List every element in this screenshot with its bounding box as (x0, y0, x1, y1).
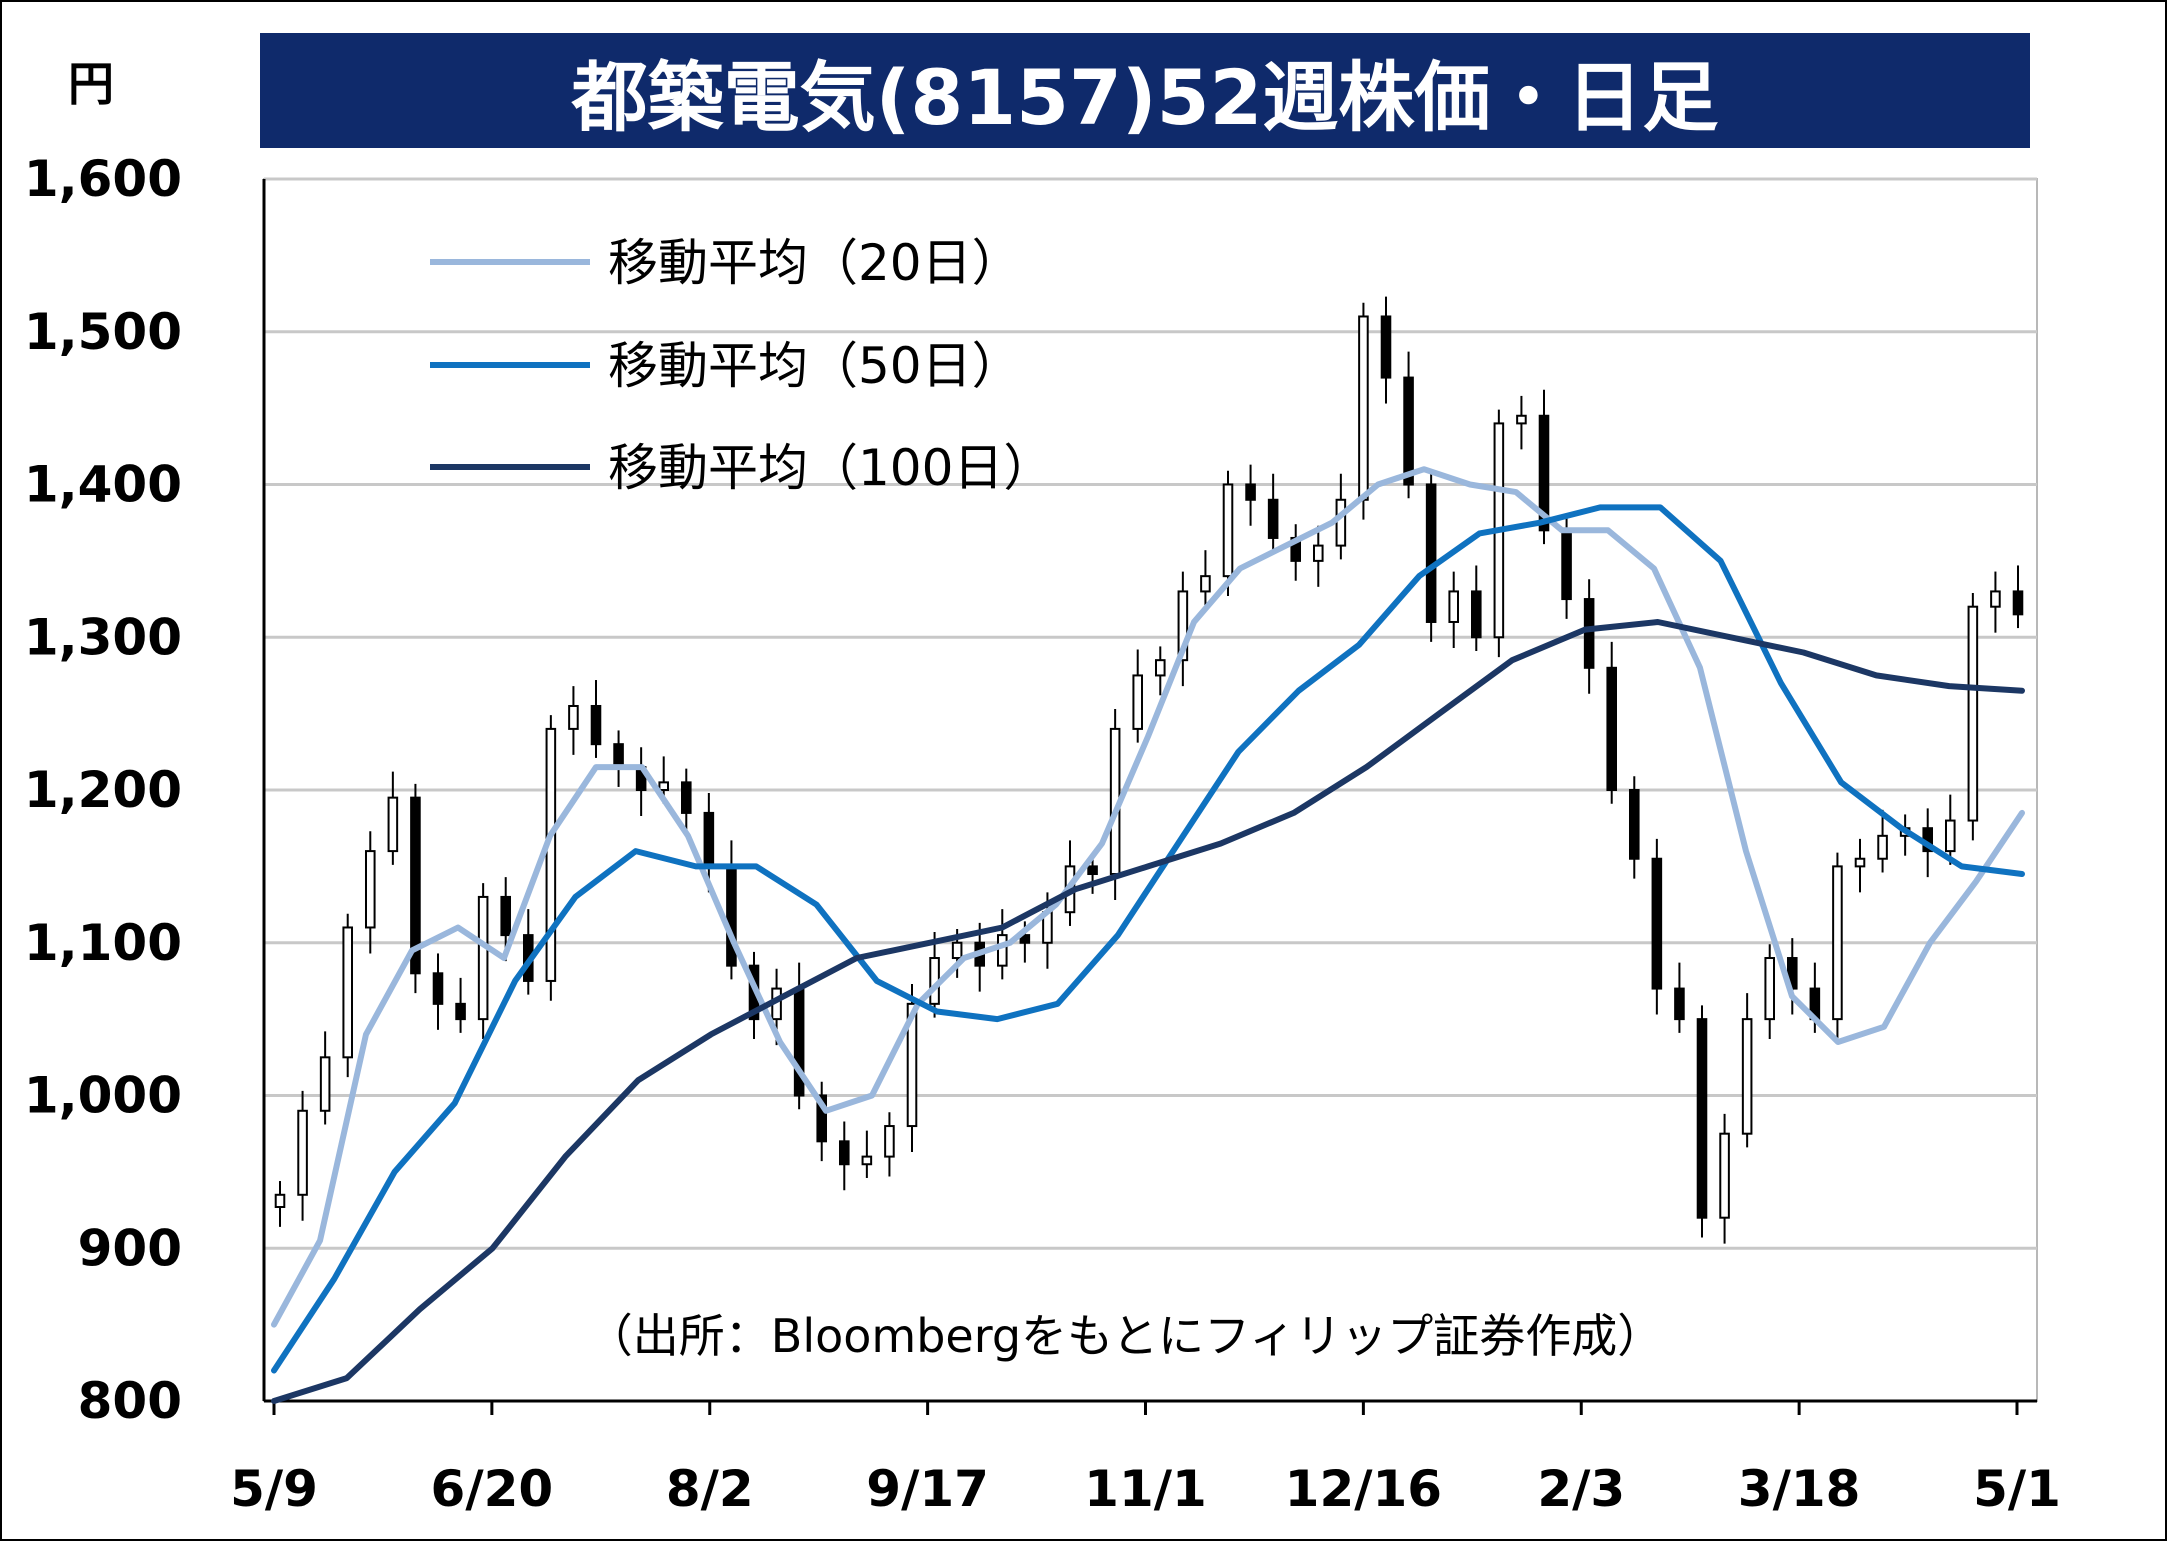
ma-line-0 (271, 466, 2025, 1328)
candle-body (658, 781, 670, 791)
candle-body (1425, 483, 1437, 623)
candle-body (410, 796, 421, 975)
y-tick-label: 1,300 (24, 608, 182, 666)
candle-body (364, 850, 376, 929)
y-tick-label: 1,600 (24, 150, 182, 208)
x-tick-label: 5/9 (230, 1460, 318, 1518)
candle-body (1380, 315, 1392, 379)
candle-body (1741, 1018, 1753, 1135)
candle-body (1516, 414, 1527, 425)
x-tick-label: 5/1 (1973, 1460, 2061, 1518)
candle-body (590, 704, 602, 746)
x-tick-label: 11/1 (1084, 1460, 1207, 1518)
candle-body (996, 934, 1008, 967)
axes (262, 179, 2037, 1403)
candle-body (500, 895, 512, 937)
candle-body (1719, 1132, 1730, 1219)
x-tick-label: 9/17 (866, 1460, 989, 1518)
candle-body (387, 796, 399, 853)
candle-body (1200, 575, 1211, 593)
candle-body (1854, 857, 1866, 868)
legend-label: 移動平均（50日） (608, 337, 1022, 395)
candle-body (1877, 834, 1888, 860)
ma-line-2 (271, 619, 2025, 1404)
candle-body (432, 972, 444, 1005)
candle-body (951, 941, 963, 960)
candle-body (680, 781, 692, 814)
candle-body (1019, 934, 1031, 944)
candle-body (1628, 789, 1640, 860)
y-tick-label: 1,100 (24, 914, 182, 972)
legend: 移動平均（20日） 移動平均（50日） 移動平均（100日） (430, 234, 1053, 497)
x-tick-label: 6/20 (431, 1460, 554, 1518)
candle-body (1154, 659, 1166, 677)
legend-label: 移動平均（20日） (608, 234, 1022, 292)
candle-body (1606, 666, 1618, 791)
candle-body (545, 727, 557, 982)
candle-body (703, 811, 715, 868)
x-axis-ticks: 5/9 6/20 8/2 9/17 11/1 12/16 2/3 3/18 5/1 (230, 1401, 2061, 1518)
chart-title: 都築電気(8157)52週株価・日足 (260, 33, 2030, 148)
candle-body (838, 1140, 850, 1166)
candle-body (906, 1002, 918, 1128)
candle-body (455, 1002, 466, 1021)
candle-body (319, 1056, 331, 1112)
candle-body (1696, 1018, 1708, 1219)
y-tick-label: 1,000 (24, 1067, 182, 1125)
candle-body (1561, 529, 1572, 601)
candle-body (1358, 315, 1369, 501)
candle-body (568, 704, 579, 730)
x-tick-label: 12/16 (1285, 1460, 1442, 1518)
candle-body (1832, 865, 1843, 1021)
y-unit-label: 円 (68, 57, 114, 111)
candle-body (477, 895, 489, 1021)
legend-label: 移動平均（100日） (608, 439, 1053, 497)
candle-body (1132, 674, 1144, 730)
y-axis-ticks: 800 900 1,000 1,100 1,200 1,300 1,400 1,500 1,60… (24, 150, 182, 1430)
candle-body (2012, 590, 2024, 616)
y-tick-label: 800 (78, 1372, 182, 1430)
source-note: （出所：Bloombergをもとにフィリップ証券作成） (587, 1309, 1663, 1363)
y-tick-label: 1,200 (24, 761, 182, 819)
x-tick-label: 3/18 (1738, 1460, 1861, 1518)
candle-body (1222, 483, 1234, 578)
x-tick-label: 2/3 (1537, 1460, 1625, 1518)
candle-body (1990, 590, 2001, 608)
candle-body (1583, 598, 1595, 669)
candle-body (1674, 987, 1685, 1021)
candle-body (1764, 957, 1776, 1021)
candle-body (342, 926, 354, 1059)
candle-body (613, 743, 624, 769)
candle-body (861, 1155, 873, 1166)
candle-body (884, 1125, 895, 1158)
ma-line-1 (271, 504, 2025, 1374)
candle-body (1470, 590, 1482, 639)
candle-body (1245, 483, 1256, 501)
candle-body (274, 1193, 286, 1209)
candle-body (1538, 414, 1550, 532)
candle-body (1967, 605, 1979, 822)
moving-average-lines (271, 466, 2025, 1404)
candle-body (297, 1109, 308, 1196)
candle-body (1177, 590, 1189, 662)
gridlines (264, 177, 2037, 1250)
y-tick-label: 1,400 (24, 456, 182, 514)
candle-body (1448, 590, 1460, 623)
candle-body (1312, 544, 1324, 562)
candle-body (1087, 865, 1098, 876)
candle-body (1267, 498, 1279, 539)
candle-body (1335, 498, 1347, 547)
x-tick-label: 8/2 (666, 1460, 754, 1518)
y-tick-label: 1,500 (24, 303, 182, 361)
candle-body (1403, 376, 1414, 486)
candle-body (1944, 819, 1956, 853)
candle-body (816, 1094, 828, 1143)
candle-body (1651, 857, 1663, 990)
y-tick-label: 900 (78, 1219, 182, 1277)
